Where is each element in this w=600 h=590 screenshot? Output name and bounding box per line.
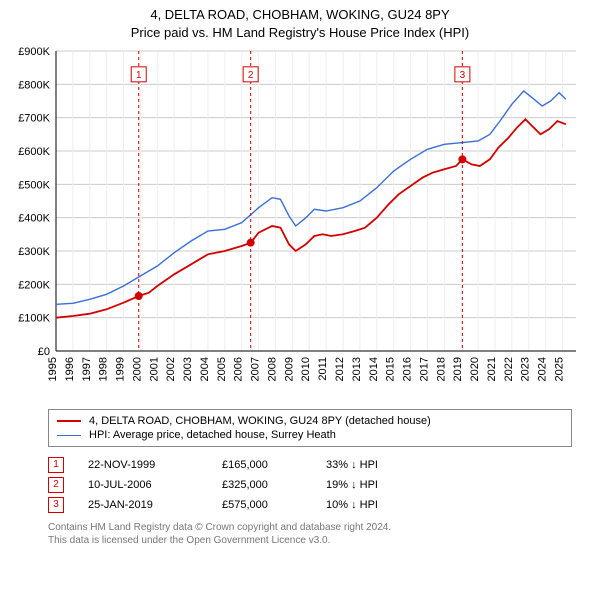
legend: 4, DELTA ROAD, CHOBHAM, WOKING, GU24 8PY… bbox=[48, 409, 572, 447]
svg-text:1997: 1997 bbox=[81, 357, 93, 381]
legend-swatch-1 bbox=[57, 435, 81, 436]
svg-text:£200K: £200K bbox=[18, 279, 50, 291]
legend-label-0: 4, DELTA ROAD, CHOBHAM, WOKING, GU24 8PY… bbox=[89, 415, 431, 427]
svg-text:£500K: £500K bbox=[18, 179, 50, 191]
page-root: 4, DELTA ROAD, CHOBHAM, WOKING, GU24 8PY… bbox=[0, 0, 600, 547]
sales-price-1: £165,000 bbox=[222, 459, 302, 471]
sales-marker-1: 1 bbox=[48, 457, 64, 473]
sale-dot-2 bbox=[247, 239, 255, 247]
svg-text:£700K: £700K bbox=[18, 113, 50, 125]
series-property bbox=[56, 119, 566, 317]
footer-line-1: Contains HM Land Registry data © Crown c… bbox=[48, 521, 572, 534]
svg-text:2019: 2019 bbox=[452, 357, 464, 381]
sales-price-2: £325,000 bbox=[222, 479, 302, 491]
svg-text:2000: 2000 bbox=[131, 357, 143, 381]
sale-marker-num-3: 3 bbox=[460, 70, 466, 81]
svg-text:2004: 2004 bbox=[199, 357, 211, 381]
svg-text:2018: 2018 bbox=[435, 357, 447, 381]
footer: Contains HM Land Registry data © Crown c… bbox=[48, 521, 572, 547]
sales-diff-3: 10% ↓ HPI bbox=[326, 499, 426, 511]
chart: £0 £100K £200K £300K £400K £500K £600K £700K £80… bbox=[0, 43, 600, 403]
footer-line-2: This data is licensed under the Open Gov… bbox=[48, 534, 572, 547]
svg-text:2014: 2014 bbox=[368, 357, 380, 381]
svg-text:1998: 1998 bbox=[98, 357, 110, 381]
svg-text:1996: 1996 bbox=[64, 357, 76, 381]
svg-text:1999: 1999 bbox=[115, 357, 127, 381]
svg-text:2013: 2013 bbox=[351, 357, 363, 381]
svg-text:2006: 2006 bbox=[233, 357, 245, 381]
svg-text:£800K: £800K bbox=[18, 79, 50, 91]
svg-text:2021: 2021 bbox=[486, 357, 498, 381]
legend-swatch-0 bbox=[57, 420, 81, 422]
sales-row-3: 3 25-JAN-2019 £575,000 10% ↓ HPI bbox=[48, 495, 572, 515]
sales-row-2: 2 10-JUL-2006 £325,000 19% ↓ HPI bbox=[48, 475, 572, 495]
sales-marker-3: 3 bbox=[48, 497, 64, 513]
title-line-2: Price paid vs. HM Land Registry's House … bbox=[8, 24, 592, 42]
svg-text:2016: 2016 bbox=[402, 357, 414, 381]
svg-text:2010: 2010 bbox=[300, 357, 312, 381]
svg-text:2025: 2025 bbox=[553, 357, 565, 381]
svg-text:2012: 2012 bbox=[334, 357, 346, 381]
sales-date-3: 25-JAN-2019 bbox=[88, 499, 198, 511]
svg-text:2005: 2005 bbox=[216, 357, 228, 381]
svg-text:2003: 2003 bbox=[182, 357, 194, 381]
svg-text:2017: 2017 bbox=[418, 357, 430, 381]
series-hpi bbox=[56, 91, 566, 304]
legend-row-1: HPI: Average price, detached house, Surr… bbox=[57, 428, 563, 442]
svg-text:£300K: £300K bbox=[18, 246, 50, 258]
sales-marker-2: 2 bbox=[48, 477, 64, 493]
svg-text:2024: 2024 bbox=[537, 357, 549, 381]
svg-text:2001: 2001 bbox=[148, 357, 160, 381]
svg-text:£400K: £400K bbox=[18, 213, 50, 225]
title-block: 4, DELTA ROAD, CHOBHAM, WOKING, GU24 8PY… bbox=[0, 0, 600, 43]
sales-table: 1 22-NOV-1999 £165,000 33% ↓ HPI 2 10-JUL-200… bbox=[48, 455, 572, 515]
sales-price-3: £575,000 bbox=[222, 499, 302, 511]
svg-text:2020: 2020 bbox=[469, 357, 481, 381]
svg-text:2007: 2007 bbox=[250, 357, 262, 381]
sale-marker-num-2: 2 bbox=[248, 70, 254, 81]
sales-diff-2: 19% ↓ HPI bbox=[326, 479, 426, 491]
svg-text:2022: 2022 bbox=[503, 357, 515, 381]
sales-row-1: 1 22-NOV-1999 £165,000 33% ↓ HPI bbox=[48, 455, 572, 475]
sale-dot-3 bbox=[458, 155, 466, 163]
svg-text:2009: 2009 bbox=[283, 357, 295, 381]
sales-diff-1: 33% ↓ HPI bbox=[326, 459, 426, 471]
svg-text:2015: 2015 bbox=[385, 357, 397, 381]
svg-text:£600K: £600K bbox=[18, 146, 50, 158]
svg-text:1995: 1995 bbox=[47, 357, 59, 381]
svg-text:2011: 2011 bbox=[317, 357, 329, 381]
title-line-1: 4, DELTA ROAD, CHOBHAM, WOKING, GU24 8PY bbox=[8, 6, 592, 24]
svg-text:£100K: £100K bbox=[18, 313, 50, 325]
legend-label-1: HPI: Average price, detached house, Surr… bbox=[89, 429, 336, 441]
chart-svg: £0 £100K £200K £300K £400K £500K £600K £700K £80… bbox=[0, 43, 600, 403]
sale-marker-num-1: 1 bbox=[136, 70, 142, 81]
svg-text:2008: 2008 bbox=[266, 357, 278, 381]
svg-text:2023: 2023 bbox=[520, 357, 532, 381]
legend-row-0: 4, DELTA ROAD, CHOBHAM, WOKING, GU24 8PY… bbox=[57, 414, 563, 428]
svg-text:£900K: £900K bbox=[18, 46, 50, 58]
svg-text:2002: 2002 bbox=[165, 357, 177, 381]
sales-date-1: 22-NOV-1999 bbox=[88, 459, 198, 471]
sale-dot-1 bbox=[135, 292, 143, 300]
svg-text:£0: £0 bbox=[38, 346, 50, 358]
sales-date-2: 10-JUL-2006 bbox=[88, 479, 198, 491]
